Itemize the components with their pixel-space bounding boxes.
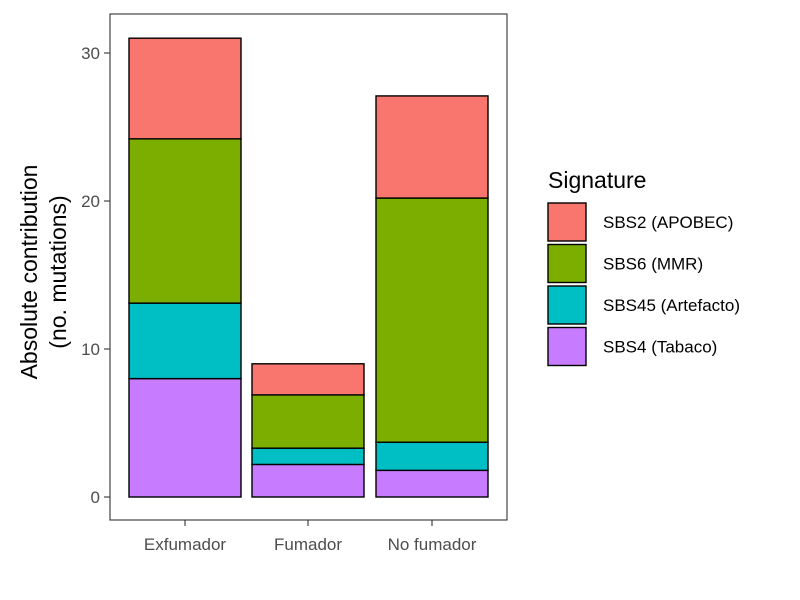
legend-label: SBS45 (Artefacto) bbox=[603, 296, 740, 315]
y-tick-label: 20 bbox=[81, 192, 100, 211]
legend-title: Signature bbox=[548, 167, 646, 193]
y-tick-label: 10 bbox=[81, 340, 100, 359]
bar-segment bbox=[375, 469, 489, 498]
legend-label: SBS2 (APOBEC) bbox=[603, 213, 733, 232]
bar-segment bbox=[251, 363, 365, 396]
y-tick-label: 0 bbox=[91, 488, 100, 507]
legend-label: SBS6 (MMR) bbox=[603, 255, 703, 274]
bar-segment bbox=[251, 447, 365, 466]
y-tick-label: 30 bbox=[81, 44, 100, 63]
x-tick-label: Exfumador bbox=[144, 535, 227, 554]
bar-segment bbox=[375, 197, 489, 443]
bar-segment bbox=[128, 138, 242, 304]
y-axis-title-line2: (no. mutations) bbox=[45, 195, 71, 348]
legend-swatch bbox=[547, 326, 587, 367]
bar-segment bbox=[251, 394, 365, 449]
y-axis-title-line1: Absolute contribution bbox=[16, 165, 42, 380]
x-tick-label: No fumador bbox=[388, 535, 477, 554]
legend: SBS2 (APOBEC) SBS6 (MMR) SBS45 (Artefacto)… bbox=[547, 202, 740, 367]
bar-segment bbox=[128, 302, 242, 380]
bar-segment bbox=[128, 37, 242, 140]
legend-swatch bbox=[547, 285, 587, 325]
x-tick-label: Fumador bbox=[274, 535, 342, 554]
bar-segment bbox=[375, 441, 489, 472]
bar-segment bbox=[375, 95, 489, 199]
legend-swatch bbox=[547, 243, 587, 284]
legend-label: SBS4 (Tabaco) bbox=[603, 338, 717, 357]
plot-area: 0 10 20 30 Exfumador Fumador No fumador bbox=[81, 13, 508, 554]
legend-swatch bbox=[547, 202, 587, 242]
bar-segment bbox=[128, 377, 242, 498]
bar-segment bbox=[251, 463, 365, 498]
